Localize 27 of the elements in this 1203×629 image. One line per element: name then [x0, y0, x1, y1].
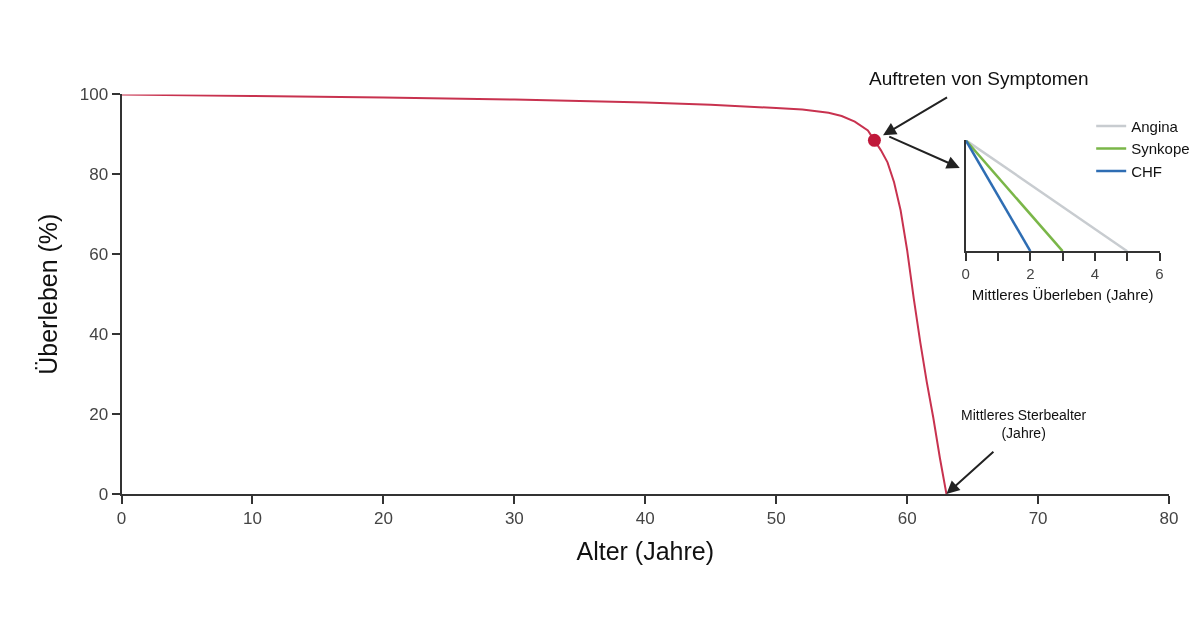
x-tick-label: 40: [635, 509, 655, 529]
annotation: Auftreten von Symptomen: [869, 68, 1089, 89]
x-tick-label: 70: [1028, 509, 1048, 529]
legend-label: Angina: [1131, 117, 1179, 135]
x-tick-label: 50: [766, 509, 786, 529]
legend-label: Synkope: [1131, 140, 1190, 158]
x-tick-label: 30: [504, 509, 524, 529]
x-axis-title: Mittleres Überleben (Jahre): [971, 285, 1154, 303]
x-tick-label: 0: [116, 509, 127, 529]
y-tick-label: 80: [89, 165, 109, 185]
x-tick-label: 4: [1090, 265, 1100, 283]
x-tick-label: 80: [1159, 509, 1179, 529]
y-tick-label: 0: [98, 484, 109, 504]
y-tick-label: 60: [89, 245, 109, 265]
x-axis-title: Alter (Jahre): [576, 536, 715, 565]
y-tick-label: 20: [89, 404, 109, 424]
x-tick-label: 0: [961, 265, 970, 283]
y-axis-title: Überleben (%): [34, 213, 62, 375]
x-tick-label: 60: [897, 509, 917, 529]
x-tick-label: 6: [1155, 265, 1164, 283]
legend-label: CHF: [1131, 162, 1163, 180]
x-tick-label: 10: [243, 509, 262, 529]
x-tick-label: 20: [373, 509, 393, 529]
annotation: Mittleres Sterbealter (Jahre): [961, 407, 1087, 442]
y-tick-label: 40: [89, 325, 109, 345]
y-tick-label: 100: [79, 85, 109, 105]
x-tick-label: 2: [1026, 265, 1035, 283]
